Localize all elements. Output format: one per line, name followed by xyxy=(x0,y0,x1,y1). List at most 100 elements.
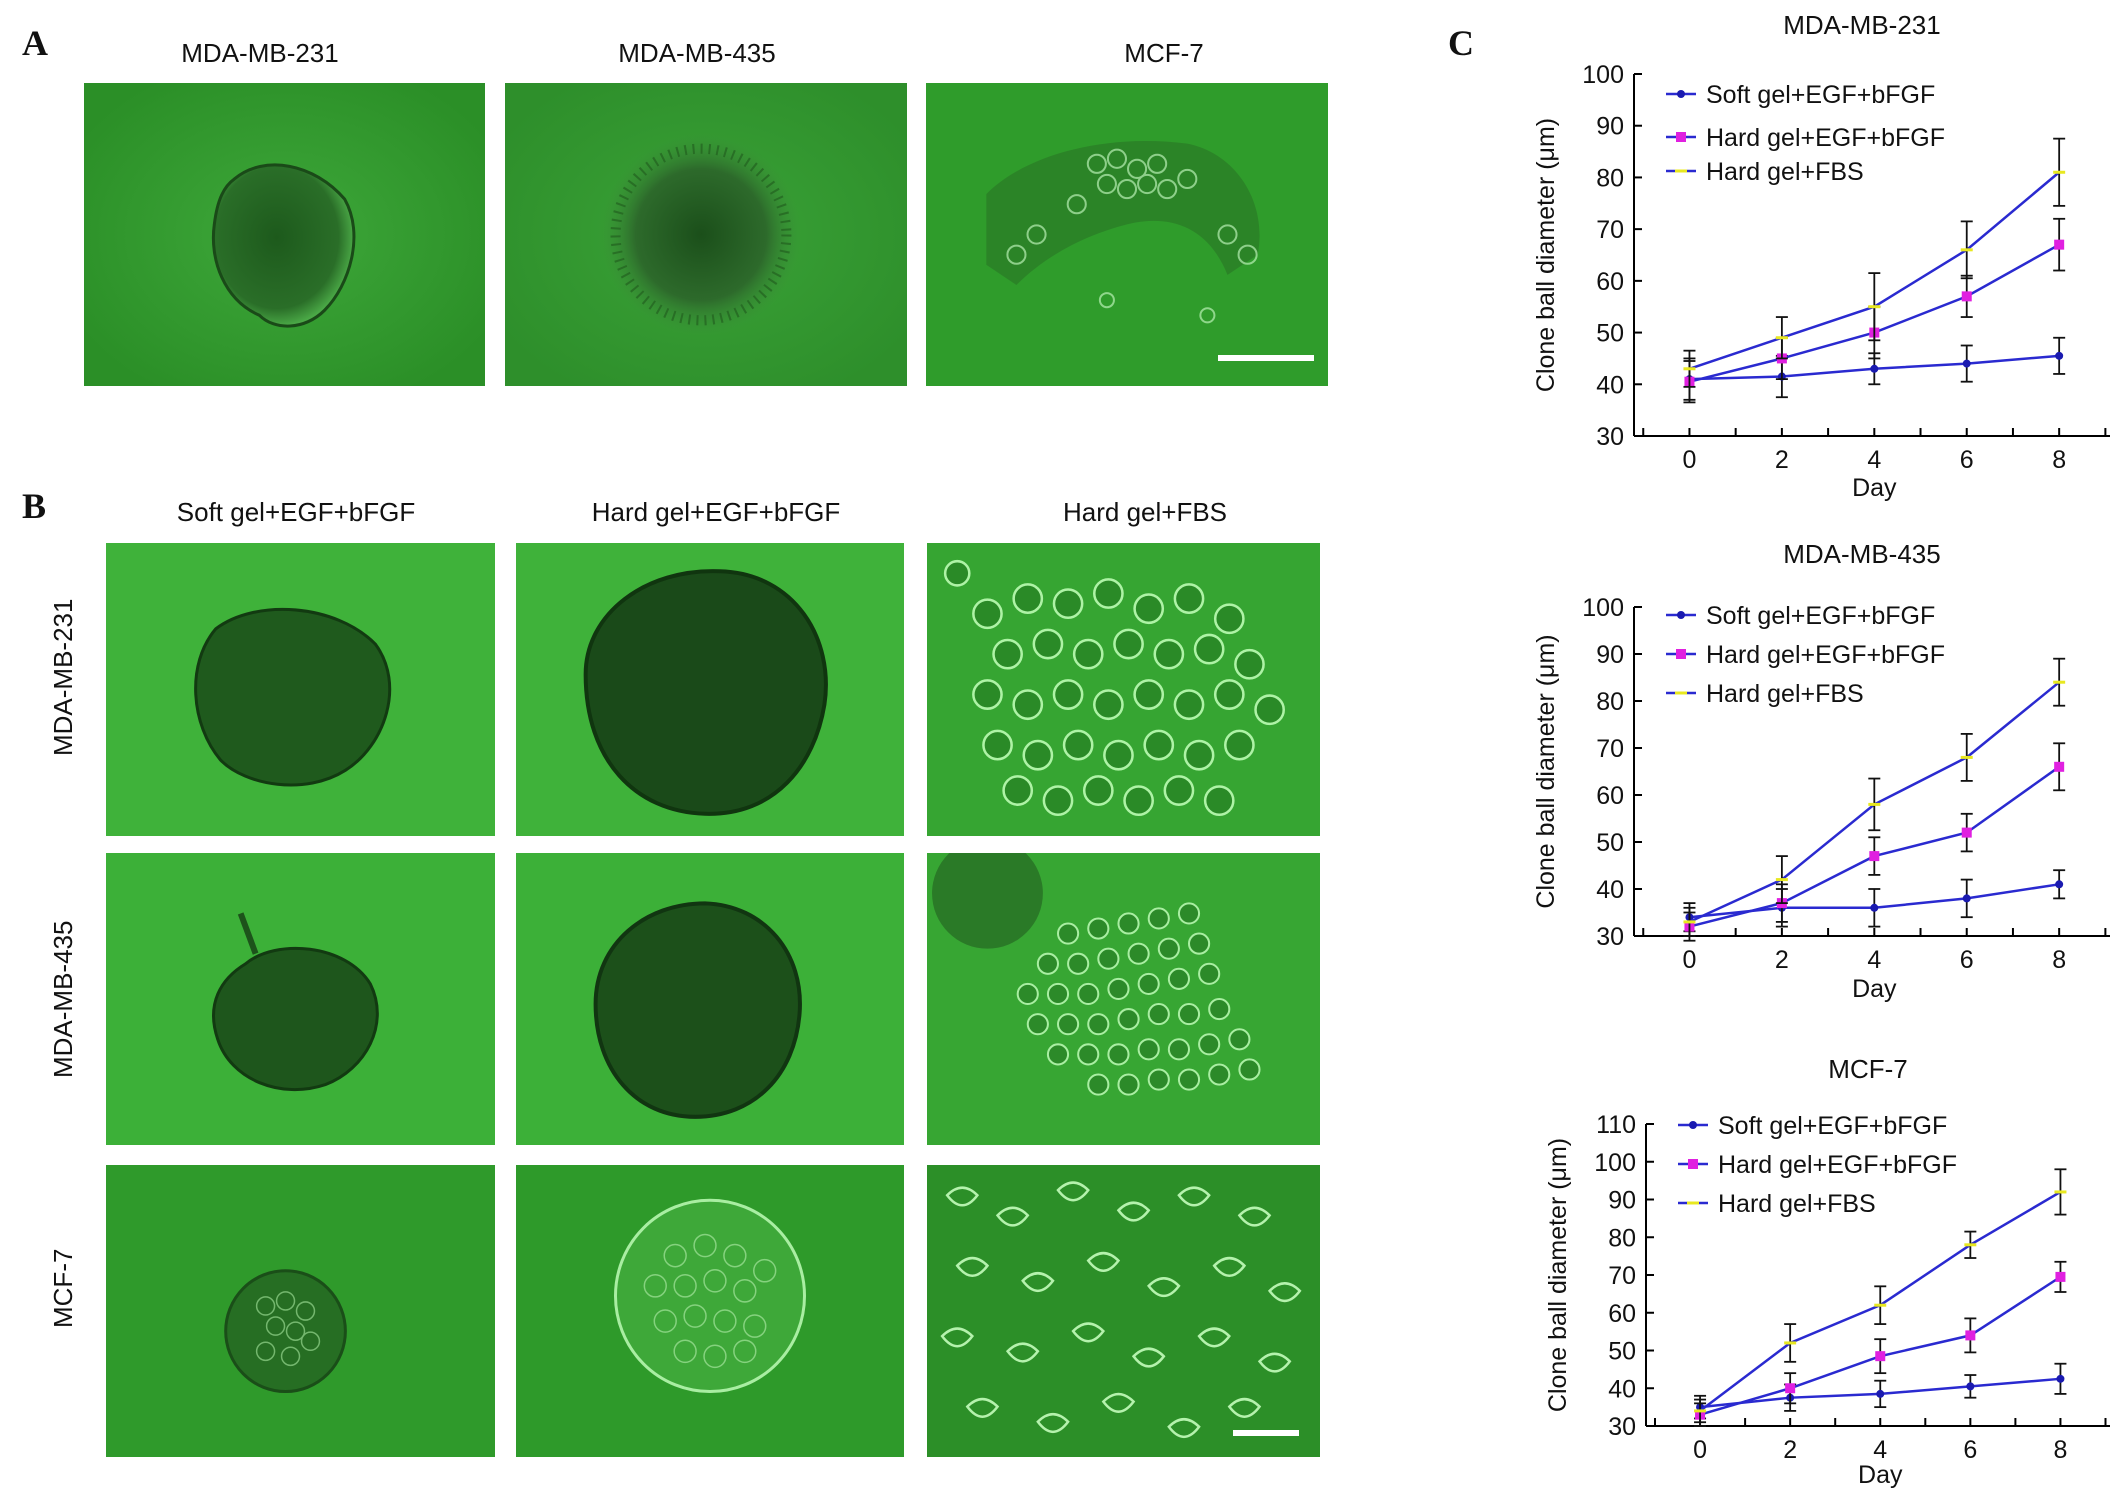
chart-mcf-7: MCF-7 30 40 50 60 70 80 90 100 110 0 2 4 6 8 Day Clone b… xyxy=(1490,1048,2126,1498)
y-tick-label: 70 xyxy=(1596,735,1624,763)
y-tick-label: 40 xyxy=(1608,1375,1636,1403)
panel-a-title-2: MDA-MB-435 xyxy=(618,38,776,68)
x-tick-label: 4 xyxy=(1867,946,1881,974)
y-tick-label: 80 xyxy=(1596,688,1624,716)
y-tick-label: 100 xyxy=(1582,594,1624,622)
data-point xyxy=(1966,1382,1975,1391)
data-point xyxy=(1962,359,1971,368)
panel-letter-c: C xyxy=(1448,23,1474,63)
x-tick-label: 8 xyxy=(2052,946,2066,974)
micrograph-b-mcf7-fbs xyxy=(927,1165,1320,1457)
y-axis-label: Clone ball diameter (μm) xyxy=(1544,1138,1572,1412)
micrograph-a-mda-mb-435 xyxy=(505,83,907,386)
panel-a-title-1: MDA-MB-231 xyxy=(181,38,339,68)
y-tick-label: 40 xyxy=(1596,371,1624,399)
micrograph-a-mda-mb-231 xyxy=(84,83,485,386)
data-point xyxy=(1965,1330,1976,1341)
legend-marker xyxy=(1689,1121,1697,1129)
panel-b-col-title-1: Soft gel+EGF+bFGF xyxy=(176,497,416,527)
micrograph-a-mcf-7 xyxy=(926,83,1328,386)
legend-label: Soft gel+EGF+bFGF xyxy=(1706,602,1935,630)
micrograph-b-mcf7-soft xyxy=(106,1165,495,1457)
x-tick-label: 8 xyxy=(2052,446,2066,474)
legend-marker xyxy=(1676,649,1686,659)
y-tick-label: 80 xyxy=(1608,1224,1636,1252)
data-point xyxy=(2054,239,2065,250)
legend-marker xyxy=(1677,90,1685,98)
legend-label: Hard gel+FBS xyxy=(1706,680,1864,708)
panel-a-title-3: MCF-7 xyxy=(1124,38,1204,68)
x-tick-label: 4 xyxy=(1873,1436,1887,1464)
data-point xyxy=(2055,351,2064,360)
y-tick-label: 80 xyxy=(1596,164,1624,192)
micrograph-b-mcf7-hard xyxy=(516,1165,904,1457)
panel-b-row-label-1: MDA-MB-231 xyxy=(48,598,78,756)
x-axis-label: Day xyxy=(1858,1461,1903,1489)
panel-b-col-title-3: Hard gel+FBS xyxy=(1062,497,1228,527)
x-tick-label: 2 xyxy=(1775,446,1789,474)
y-tick-label: 60 xyxy=(1596,268,1624,296)
y-tick-label: 60 xyxy=(1596,782,1624,810)
y-tick-label: 50 xyxy=(1596,829,1624,857)
x-tick-label: 2 xyxy=(1775,946,1789,974)
legend-label: Hard gel+FBS xyxy=(1718,1190,1876,1218)
data-point xyxy=(1961,827,1972,838)
legend-label: Hard gel+EGF+bFGF xyxy=(1706,124,1945,152)
panel-b-row-label-3: MCF-7 xyxy=(48,1248,78,1328)
micrograph-b-231-soft xyxy=(106,543,495,836)
x-tick-label: 4 xyxy=(1867,446,1881,474)
y-axis-label: Clone ball diameter (μm) xyxy=(1532,634,1560,908)
panel-b-col-title-2: Hard gel+EGF+bFGF xyxy=(591,497,841,527)
legend-label: Soft gel+EGF+bFGF xyxy=(1706,81,1935,109)
x-tick-label: 0 xyxy=(1693,1436,1707,1464)
x-tick-label: 6 xyxy=(1960,446,1974,474)
micrograph-b-435-soft xyxy=(106,853,495,1145)
chart-title: MCF-7 xyxy=(1828,1054,1907,1084)
x-tick-label: 0 xyxy=(1683,946,1697,974)
y-tick-label: 30 xyxy=(1608,1413,1636,1441)
legend-label: Hard gel+FBS xyxy=(1706,158,1864,186)
y-tick-label: 70 xyxy=(1596,216,1624,244)
micrograph-b-435-hard xyxy=(516,853,904,1145)
data-point xyxy=(1870,903,1879,912)
chart-title: MDA-MB-435 xyxy=(1783,539,1940,569)
panel-letter-b: B xyxy=(22,486,47,526)
data-point xyxy=(1869,851,1880,862)
data-point xyxy=(1785,1383,1796,1394)
y-tick-label: 90 xyxy=(1596,641,1624,669)
x-axis-label: Day xyxy=(1852,975,1897,1003)
y-tick-label: 30 xyxy=(1596,923,1624,951)
data-point xyxy=(2054,761,2065,772)
legend-marker xyxy=(1676,132,1686,142)
data-point xyxy=(1870,364,1879,373)
legend-marker xyxy=(1688,1159,1698,1169)
chart-title: MDA-MB-231 xyxy=(1783,10,1940,40)
micrograph-b-231-hard xyxy=(516,543,904,836)
legend-label: Hard gel+EGF+bFGF xyxy=(1706,641,1945,669)
y-tick-label: 30 xyxy=(1596,423,1624,451)
y-tick-label: 50 xyxy=(1596,320,1624,348)
y-tick-label: 90 xyxy=(1596,113,1624,141)
data-point xyxy=(1962,894,1971,903)
y-tick-label: 100 xyxy=(1594,1149,1636,1177)
data-point xyxy=(1875,1351,1886,1362)
data-point xyxy=(2055,880,2064,889)
chart-mda-mb-231: MDA-MB-231 30 40 50 60 70 80 90 100 0 2 4 6 8 Day Clone… xyxy=(1490,0,2126,510)
data-point xyxy=(2055,1271,2066,1282)
legend-label: Soft gel+EGF+bFGF xyxy=(1718,1112,1947,1140)
x-tick-label: 2 xyxy=(1783,1436,1797,1464)
y-tick-label: 60 xyxy=(1608,1300,1636,1328)
data-point xyxy=(1876,1389,1885,1398)
scale-bar-a xyxy=(1218,355,1314,361)
y-tick-label: 90 xyxy=(1608,1187,1636,1215)
y-tick-label: 70 xyxy=(1608,1262,1636,1290)
legend-marker xyxy=(1677,611,1685,619)
panel-letter-a: A xyxy=(22,23,48,63)
data-point xyxy=(1961,291,1972,302)
y-tick-label: 110 xyxy=(1596,1111,1636,1139)
x-tick-label: 0 xyxy=(1683,446,1697,474)
micrograph-b-231-fbs xyxy=(927,543,1320,836)
x-tick-label: 6 xyxy=(1963,1436,1977,1464)
panel-b-row-label-2: MDA-MB-435 xyxy=(48,920,78,1078)
legend-label: Hard gel+EGF+bFGF xyxy=(1718,1151,1957,1179)
